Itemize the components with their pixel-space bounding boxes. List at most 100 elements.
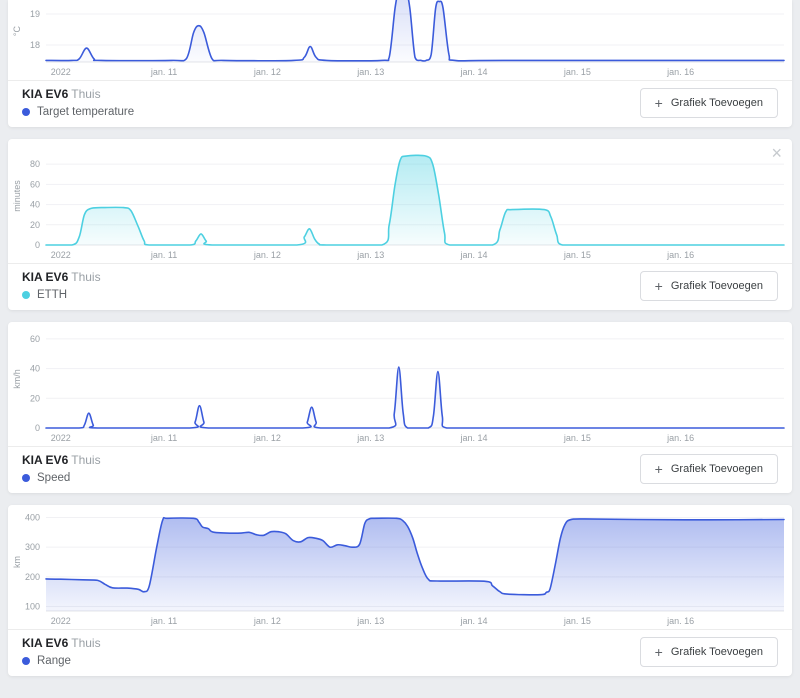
svg-text:20: 20 xyxy=(30,393,40,403)
svg-text:2022: 2022 xyxy=(51,250,71,260)
entity-name: KIA EV6 xyxy=(22,270,69,284)
svg-text:jan. 11: jan. 11 xyxy=(150,616,177,626)
svg-text:jan. 14: jan. 14 xyxy=(460,616,488,626)
legend-dot xyxy=(22,474,30,482)
add-graph-button[interactable]: + Grafiek Toevoegen xyxy=(639,87,778,118)
legend-label: ETTH xyxy=(37,289,68,301)
svg-text:°C: °C xyxy=(12,25,22,36)
chart-meta: KIA EV6 Thuis Range xyxy=(22,636,101,667)
add-graph-button[interactable]: + Grafiek Toevoegen xyxy=(639,453,778,484)
svg-text:jan. 16: jan. 16 xyxy=(666,616,694,626)
speed-chart[interactable]: 0 20 40 60 2022 jan. 11 jan. 12 jan. 13 jan. 14 j… xyxy=(8,322,792,446)
entity-area: Thuis xyxy=(71,453,101,467)
etth-chart-svg[interactable]: 0 20 40 60 80 2022 jan. 11 jan. 12 jan. 13 jan. 1… xyxy=(10,139,790,263)
svg-text:40: 40 xyxy=(30,200,40,210)
add-graph-label: Grafiek Toevoegen xyxy=(670,96,763,109)
chart-card-speed: 0 20 40 60 2022 jan. 11 jan. 12 jan. 13 jan. 14 j… xyxy=(8,322,792,493)
speed-chart-svg[interactable]: 0 20 40 60 2022 jan. 11 jan. 12 jan. 13 jan. 14 j… xyxy=(10,322,790,446)
svg-text:jan. 13: jan. 13 xyxy=(356,616,384,626)
svg-text:jan. 15: jan. 15 xyxy=(563,433,591,443)
entity-line: KIA EV6 Thuis xyxy=(22,453,101,468)
svg-text:jan. 13: jan. 13 xyxy=(356,250,384,260)
entity-line: KIA EV6 Thuis xyxy=(22,636,101,651)
svg-text:jan. 14: jan. 14 xyxy=(460,433,488,443)
svg-text:jan. 15: jan. 15 xyxy=(563,616,591,626)
svg-text:400: 400 xyxy=(25,512,40,522)
svg-text:jan. 13: jan. 13 xyxy=(356,67,384,77)
entity-line: KIA EV6 Thuis xyxy=(22,270,101,285)
svg-text:60: 60 xyxy=(30,334,40,344)
plus-icon: + xyxy=(654,94,663,111)
legend-item[interactable]: Speed xyxy=(22,472,101,484)
svg-text:jan. 14: jan. 14 xyxy=(460,250,488,260)
svg-text:0: 0 xyxy=(35,423,40,433)
svg-text:40: 40 xyxy=(30,364,40,374)
entity-name: KIA EV6 xyxy=(22,87,69,101)
card-footer: KIA EV6 Thuis Range + Grafiek Toevoegen xyxy=(8,630,792,676)
chart-meta: KIA EV6 Thuis ETTH xyxy=(22,270,101,301)
svg-text:jan. 16: jan. 16 xyxy=(666,250,694,260)
range-chart[interactable]: 100 200 300 400 2022 jan. 11 jan. 12 jan. 13 jan… xyxy=(8,505,792,629)
add-graph-button[interactable]: + Grafiek Toevoegen xyxy=(639,636,778,667)
svg-text:jan. 16: jan. 16 xyxy=(666,67,694,77)
svg-text:jan. 16: jan. 16 xyxy=(666,433,694,443)
entity-area: Thuis xyxy=(71,87,101,101)
divider xyxy=(8,629,792,630)
plus-icon: + xyxy=(654,277,663,294)
svg-text:2022: 2022 xyxy=(51,616,71,626)
entity-line: KIA EV6 Thuis xyxy=(22,87,134,102)
legend-item[interactable]: Range xyxy=(22,655,101,667)
range-chart-svg[interactable]: 100 200 300 400 2022 jan. 11 jan. 12 jan. 13 jan… xyxy=(10,505,790,629)
chart-meta: KIA EV6 Thuis Target temperature xyxy=(22,87,134,118)
entity-name: KIA EV6 xyxy=(22,453,69,467)
target-temperature-chart-svg[interactable]: 18 19 2022 jan. 11 jan. 12 jan. 13 jan. 14 jan.… xyxy=(10,0,790,80)
chart-card-range: 100 200 300 400 2022 jan. 11 jan. 12 jan. 13 jan… xyxy=(8,505,792,676)
legend-label: Speed xyxy=(37,472,71,484)
add-graph-button[interactable]: + Grafiek Toevoegen xyxy=(639,270,778,301)
plus-icon: + xyxy=(654,643,663,660)
plus-icon: + xyxy=(654,460,663,477)
svg-text:60: 60 xyxy=(30,179,40,189)
svg-text:jan. 15: jan. 15 xyxy=(563,250,591,260)
divider xyxy=(8,263,792,264)
svg-text:jan. 11: jan. 11 xyxy=(150,433,177,443)
svg-text:20: 20 xyxy=(30,220,40,230)
entity-area: Thuis xyxy=(71,636,101,650)
svg-text:jan. 12: jan. 12 xyxy=(253,250,281,260)
chart-card-etth: × 0 20 40 60 80 2022 jan. 11 jan. 12 jan. 13 jan.… xyxy=(8,139,792,310)
chart-card-target-temperature: 18 19 2022 jan. 11 jan. 12 jan. 13 jan. 14 jan.… xyxy=(8,0,792,127)
divider xyxy=(8,446,792,447)
svg-text:minutes: minutes xyxy=(12,180,22,212)
add-graph-label: Grafiek Toevoegen xyxy=(670,462,763,475)
svg-text:jan. 13: jan. 13 xyxy=(356,433,384,443)
svg-text:19: 19 xyxy=(30,9,40,19)
add-graph-label: Grafiek Toevoegen xyxy=(670,645,763,658)
close-icon[interactable]: × xyxy=(771,143,782,163)
svg-text:jan. 15: jan. 15 xyxy=(563,67,591,77)
svg-text:18: 18 xyxy=(30,40,40,50)
svg-text:km: km xyxy=(12,556,22,568)
etth-chart[interactable]: 0 20 40 60 80 2022 jan. 11 jan. 12 jan. 13 jan. 1… xyxy=(8,139,792,263)
svg-text:jan. 12: jan. 12 xyxy=(253,433,281,443)
legend-dot xyxy=(22,108,30,116)
svg-text:jan. 11: jan. 11 xyxy=(150,250,177,260)
add-graph-label: Grafiek Toevoegen xyxy=(670,279,763,292)
legend-item[interactable]: ETTH xyxy=(22,289,101,301)
svg-text:jan. 11: jan. 11 xyxy=(150,67,177,77)
svg-text:0: 0 xyxy=(35,240,40,250)
legend-dot xyxy=(22,291,30,299)
divider xyxy=(8,80,792,81)
svg-text:jan. 12: jan. 12 xyxy=(253,67,281,77)
card-footer: KIA EV6 Thuis ETTH + Grafiek Toevoegen xyxy=(8,264,792,310)
svg-text:100: 100 xyxy=(25,602,40,612)
entity-name: KIA EV6 xyxy=(22,636,69,650)
svg-text:2022: 2022 xyxy=(51,67,71,77)
svg-text:200: 200 xyxy=(25,572,40,582)
entity-area: Thuis xyxy=(71,270,101,284)
svg-text:80: 80 xyxy=(30,159,40,169)
legend-item[interactable]: Target temperature xyxy=(22,106,134,118)
target-temperature-chart[interactable]: 18 19 2022 jan. 11 jan. 12 jan. 13 jan. 14 jan.… xyxy=(8,0,792,80)
svg-text:2022: 2022 xyxy=(51,433,71,443)
svg-text:300: 300 xyxy=(25,542,40,552)
svg-text:km/h: km/h xyxy=(12,369,22,389)
